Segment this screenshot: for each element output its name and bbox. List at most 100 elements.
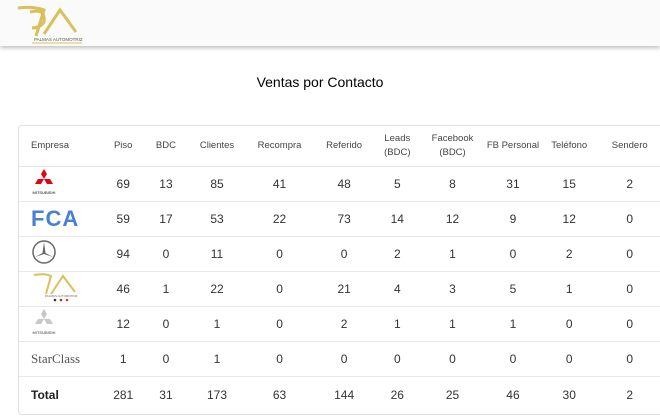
value-cell: 0 xyxy=(246,306,313,342)
value-cell: 1 xyxy=(540,271,599,307)
fca-logo: FCA xyxy=(31,205,80,231)
value-cell: 94 xyxy=(102,236,145,272)
column-header: Facebook (BDC) xyxy=(419,126,486,167)
svg-text:MITSUBISHI: MITSUBISHI xyxy=(33,190,56,195)
company-cell: MITSUBISHI xyxy=(19,306,103,342)
value-cell: 0 xyxy=(540,341,599,377)
value-cell: 59 xyxy=(102,201,145,237)
mitsubishi-red-logo: MITSUBISHI xyxy=(31,169,57,199)
value-cell: 73 xyxy=(312,201,376,237)
column-header: Piso xyxy=(102,126,145,167)
value-cell: 1 xyxy=(102,341,145,377)
company-cell: MITSUBISHI xyxy=(19,166,103,202)
company-cell: StarClass xyxy=(19,341,103,377)
palmas-automotriz-logo[interactable]: PALMAS AUTOMOTRIZ xyxy=(14,4,84,49)
value-cell: 0 xyxy=(246,341,313,377)
value-cell: 1 xyxy=(375,306,420,342)
column-header: FB Personal xyxy=(485,126,541,167)
value-cell: 0 xyxy=(312,236,376,272)
total-value: 25 xyxy=(445,387,460,402)
svg-text:MITSUBISHI: MITSUBISHI xyxy=(33,330,56,335)
value-cell: 2 xyxy=(312,306,376,342)
total-value: 31 xyxy=(159,387,173,402)
value-cell: 0 xyxy=(485,341,541,377)
value-cell: 12 xyxy=(102,306,145,342)
value-cell: 0 xyxy=(540,306,599,342)
value-cell: 14 xyxy=(375,201,420,237)
value-cell: 0 xyxy=(598,271,660,307)
table-row: 94 0 11 0 0 2 1 0 2 0 xyxy=(19,236,660,272)
table-row: MITSUBISHI 69 13 85 41 48 5 8 31 15 2 xyxy=(19,166,660,202)
column-header: Leads (BDC) xyxy=(375,126,420,167)
value-cell: 0 xyxy=(375,341,420,377)
total-value: 281 xyxy=(113,387,134,402)
value-cell: 0 xyxy=(419,341,486,377)
column-header: Recompra xyxy=(246,126,313,167)
value-cell: 3 xyxy=(419,271,486,307)
sales-table: Empresa Piso BDC Clientes Recompra Referido Le… xyxy=(19,126,660,413)
value-cell: 1 xyxy=(419,236,486,272)
page-title: Ventas por Contacto xyxy=(256,74,384,90)
value-cell: 17 xyxy=(144,201,188,237)
table-row: PALMAS AUTOMOTRIZ 46 1 22 0 21 4 3 5 1 0 xyxy=(19,271,660,307)
value-cell: 2 xyxy=(375,236,420,272)
sales-table-card: Empresa Piso BDC Clientes Recompra Referido Le… xyxy=(18,125,660,415)
value-cell: 1 xyxy=(419,306,486,342)
svg-text:PALMAS AUTOMOTRIZ: PALMAS AUTOMOTRIZ xyxy=(45,294,78,298)
value-cell: 22 xyxy=(246,201,313,237)
top-bar: PALMAS AUTOMOTRIZ xyxy=(0,0,660,46)
total-value: 30 xyxy=(562,387,576,402)
value-cell: 11 xyxy=(187,236,247,272)
column-header: Empresa xyxy=(19,126,103,167)
value-cell: 0 xyxy=(246,271,313,307)
value-cell: 0 xyxy=(144,341,188,377)
value-cell: 15 xyxy=(540,166,599,202)
total-value: 173 xyxy=(206,387,228,402)
value-cell: 41 xyxy=(246,166,313,202)
total-row: Total 281 31 173 63 144 26 25 46 30 2 xyxy=(19,376,660,413)
company-cell: PALMAS AUTOMOTRIZ xyxy=(19,271,103,307)
value-cell: 85 xyxy=(187,166,247,202)
value-cell: 69 xyxy=(102,166,145,202)
value-cell: 48 xyxy=(312,166,376,202)
column-header: Clientes xyxy=(187,126,247,167)
value-cell: 2 xyxy=(540,236,599,272)
column-header: BDC xyxy=(144,126,188,167)
value-cell: 4 xyxy=(375,271,420,307)
total-value: 26 xyxy=(390,387,404,402)
table-row: MITSUBISHI 12 0 1 0 2 1 1 1 0 0 xyxy=(19,306,660,342)
value-cell: 0 xyxy=(144,306,188,342)
starclass-logo: StarClass xyxy=(31,350,81,366)
value-cell: 12 xyxy=(419,201,486,237)
value-cell: 0 xyxy=(598,341,660,377)
svg-text:PALMAS AUTOMOTRIZ: PALMAS AUTOMOTRIZ xyxy=(34,37,83,42)
company-cell xyxy=(19,236,103,272)
value-cell: 0 xyxy=(598,306,660,342)
column-header: Referido xyxy=(312,126,376,167)
value-cell: 0 xyxy=(485,236,541,272)
company-cell: FCA xyxy=(19,201,103,237)
value-cell: 0 xyxy=(144,236,188,272)
value-cell: 0 xyxy=(598,201,660,237)
total-value: 144 xyxy=(334,387,355,402)
value-cell: 5 xyxy=(485,271,541,307)
value-cell: 0 xyxy=(246,236,313,272)
mercedes-logo xyxy=(31,240,57,268)
palmas-logo: PALMAS AUTOMOTRIZ xyxy=(31,273,81,305)
mitsubishi-gray-logo: MITSUBISHI xyxy=(31,309,57,339)
table-row: FCA 59 17 53 22 73 14 12 9 12 0 xyxy=(19,201,660,237)
value-cell: 13 xyxy=(144,166,188,202)
total-value: 2 xyxy=(626,387,634,402)
value-cell: 22 xyxy=(187,271,247,307)
value-cell: 0 xyxy=(598,236,660,272)
value-cell: 53 xyxy=(187,201,247,237)
value-cell: 0 xyxy=(312,341,376,377)
value-cell: 46 xyxy=(102,271,145,307)
total-value: 46 xyxy=(506,387,520,402)
value-cell: 1 xyxy=(144,271,188,307)
value-cell: 1 xyxy=(187,341,247,377)
value-cell: 12 xyxy=(540,201,599,237)
value-cell: 9 xyxy=(485,201,541,237)
value-cell: 8 xyxy=(419,166,486,202)
value-cell: 5 xyxy=(375,166,420,202)
